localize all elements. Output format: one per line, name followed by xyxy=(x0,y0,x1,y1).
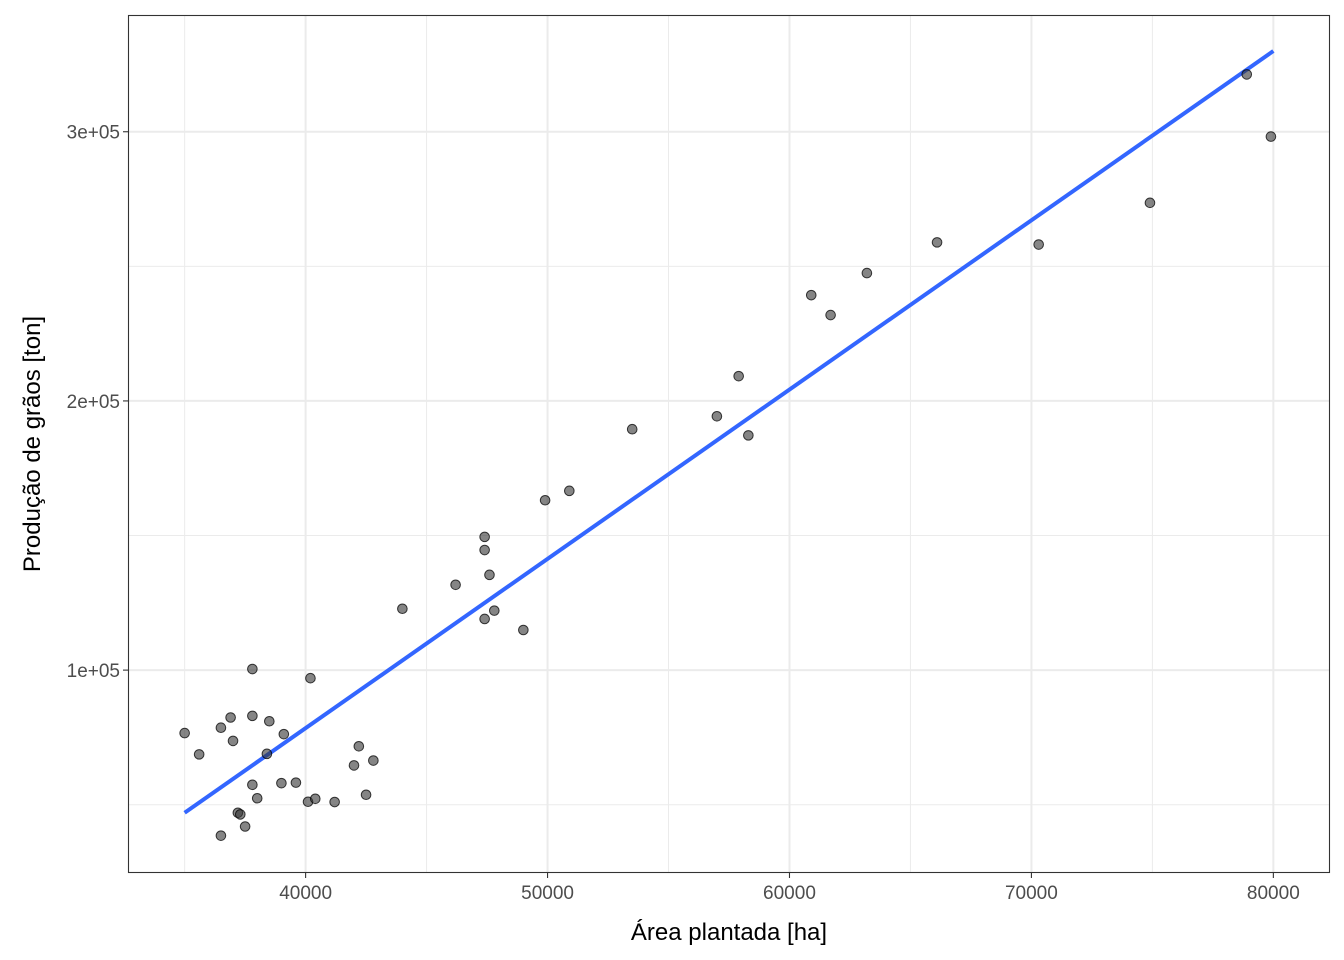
data-point xyxy=(247,663,258,675)
data-point xyxy=(193,749,205,760)
data-point xyxy=(227,735,239,747)
data-point xyxy=(479,613,490,625)
data-point xyxy=(179,727,190,739)
data-point xyxy=(931,237,943,248)
data-points xyxy=(179,69,1277,841)
y-tick-label: 3e+05 xyxy=(67,123,120,144)
data-point xyxy=(305,672,316,684)
data-point xyxy=(861,267,873,279)
data-point xyxy=(239,821,251,832)
data-point xyxy=(733,370,744,382)
x-tick-label: 50000 xyxy=(521,883,574,904)
data-point xyxy=(278,728,290,740)
y-tick-label: 1e+05 xyxy=(67,661,120,682)
data-point xyxy=(264,715,275,727)
data-point xyxy=(234,809,246,820)
data-point xyxy=(489,605,500,616)
major-gridlines xyxy=(129,16,1329,872)
data-point xyxy=(251,792,263,804)
data-point xyxy=(1241,69,1253,80)
data-point xyxy=(247,710,258,722)
data-point xyxy=(743,430,754,441)
x-tick-label: 40000 xyxy=(279,883,332,904)
regression-line-layer xyxy=(183,49,1275,815)
y-axis-title: Produção de grãos [ton] xyxy=(19,316,46,572)
data-point xyxy=(479,544,490,556)
data-point xyxy=(215,830,227,841)
y-tick-label: 2e+05 xyxy=(67,392,120,413)
data-point xyxy=(276,777,287,789)
data-point xyxy=(309,793,321,805)
x-tick-label: 70000 xyxy=(1005,883,1058,904)
data-point xyxy=(261,748,273,760)
data-point xyxy=(518,624,529,636)
data-point xyxy=(539,494,551,506)
x-axis-title: Área plantada [ha] xyxy=(631,919,827,946)
data-point xyxy=(711,410,723,422)
minor-gridlines xyxy=(129,16,1329,872)
data-point xyxy=(484,569,495,581)
x-tick-label: 80000 xyxy=(1247,883,1300,904)
data-point xyxy=(564,485,575,497)
data-point xyxy=(805,289,817,301)
data-point xyxy=(247,779,258,791)
data-point xyxy=(368,755,379,766)
data-point xyxy=(1033,239,1044,250)
data-point xyxy=(825,309,836,321)
data-point xyxy=(353,740,365,752)
data-point xyxy=(348,760,360,771)
data-point xyxy=(1144,197,1156,209)
data-point xyxy=(215,722,227,734)
data-point xyxy=(360,789,372,801)
x-tick-label: 60000 xyxy=(763,883,816,904)
data-point xyxy=(290,777,302,788)
data-point xyxy=(479,531,490,543)
data-point xyxy=(1265,131,1277,142)
x-axis: 40000 50000 60000 70000 80000 xyxy=(279,872,1300,904)
data-point xyxy=(329,796,340,808)
y-axis: 1e+05 2e+05 3e+05 xyxy=(67,123,129,682)
data-point xyxy=(450,579,461,591)
data-point xyxy=(225,712,236,723)
panel-border xyxy=(127,14,1331,874)
data-point xyxy=(397,603,408,615)
data-point xyxy=(626,423,638,435)
regression-line xyxy=(183,49,1275,815)
